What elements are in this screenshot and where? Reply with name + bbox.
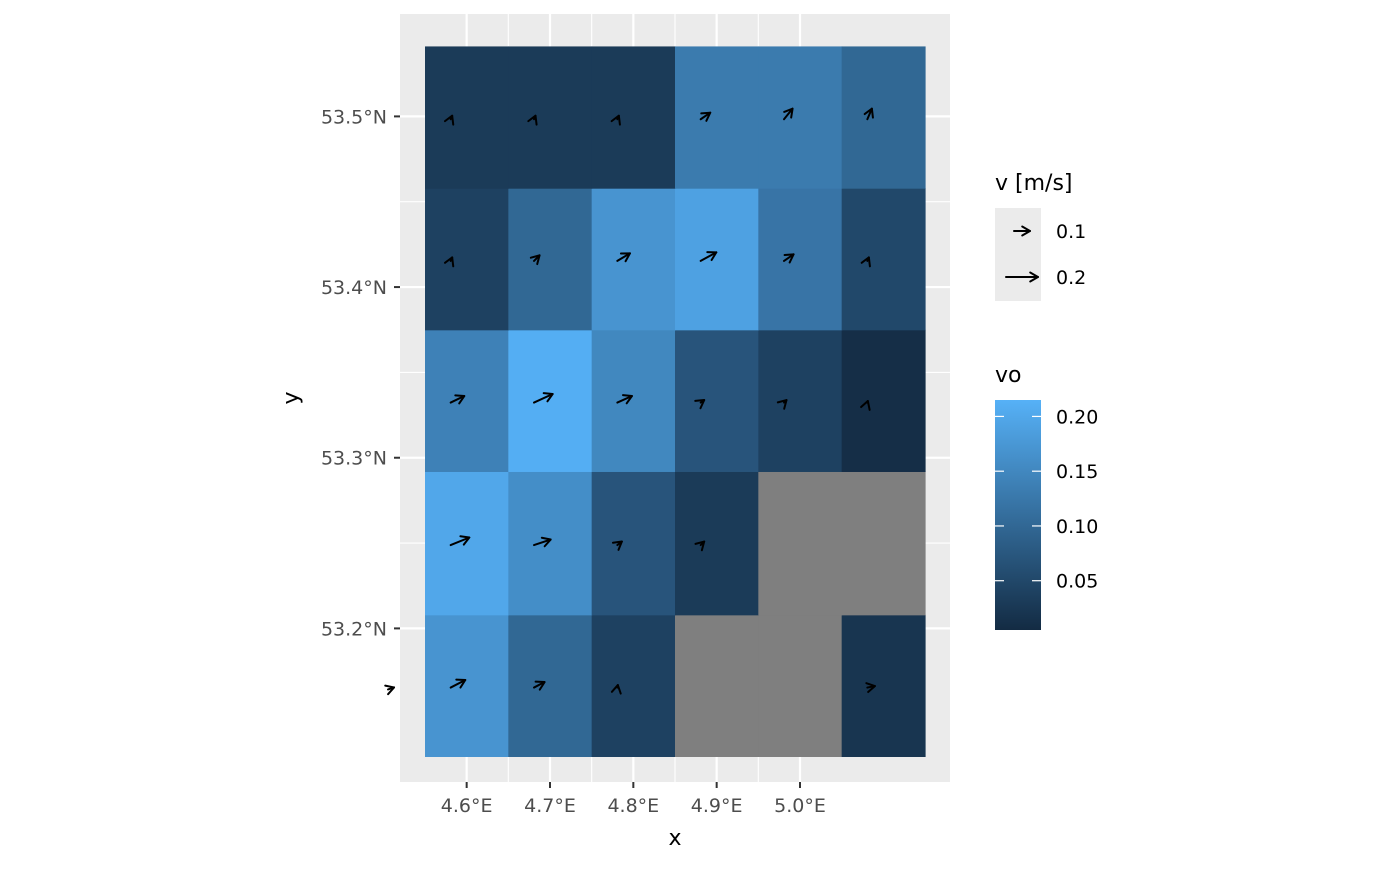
vector-arrows (384, 107, 876, 696)
raster-cell (425, 329, 509, 472)
arrow-legend-title: v [m/s] (995, 171, 1072, 196)
raster-cell-na (675, 614, 759, 757)
vector-arrow (865, 682, 876, 694)
arrow-legend-key (1005, 271, 1039, 283)
vector-arrow (783, 107, 794, 121)
vector-arrow (533, 536, 552, 548)
fill-colorbar (995, 400, 1041, 630)
y-tick-label: 53.3°N (321, 448, 387, 470)
raster-cell-na (758, 471, 843, 616)
raster-cell (591, 614, 676, 757)
raster-cell (758, 46, 843, 189)
vector-arrow (443, 256, 455, 268)
raster-cell (508, 471, 593, 616)
raster-cell (675, 46, 759, 189)
raster-cell (508, 188, 593, 331)
arrow-legend-keys-background (995, 208, 1041, 301)
y-tick-label: 53.2°N (321, 618, 387, 640)
colorbar-tick-label: 0.15 (1056, 461, 1098, 483)
arrow-legend-label: 0.1 (1056, 221, 1086, 243)
vector-arrow (449, 394, 466, 405)
raster-cell-na (758, 614, 843, 757)
vector-arrow (533, 392, 554, 404)
raster-cell (425, 614, 509, 757)
vector-arrow (860, 400, 871, 411)
vector-arrow (616, 394, 633, 405)
raster-cell (591, 46, 676, 189)
y-tick-label: 53.4°N (321, 277, 387, 299)
x-tick-label: 4.7°E (524, 795, 576, 817)
vector-arrow (776, 399, 788, 410)
fill-legend: vo 0.05 0.10 0.15 0.20 (995, 363, 1098, 630)
x-tick-label: 4.8°E (607, 795, 659, 817)
raster-cell (508, 329, 593, 472)
raster-cell (841, 329, 926, 472)
y-tick-label: 53.5°N (321, 106, 387, 128)
raster-cell (841, 46, 926, 189)
raster-cell (425, 188, 509, 331)
raster-cell (508, 614, 593, 757)
colorbar-tick-label: 0.10 (1056, 516, 1098, 538)
vector-arrow (783, 253, 795, 264)
vector-arrow (384, 684, 396, 696)
vector-arrow (863, 107, 874, 121)
raster-cell (425, 471, 509, 616)
x-axis-label: x (668, 826, 681, 851)
raster-cell (758, 188, 843, 331)
vector-arrow (443, 114, 455, 126)
colorbar-tick-label: 0.05 (1056, 571, 1098, 593)
x-tick-label: 5.0°E (774, 795, 826, 817)
raster-cell (508, 46, 593, 189)
raster-cell (758, 329, 843, 472)
x-tick-label: 4.6°E (441, 795, 493, 817)
colorbar-tick-label: 0.20 (1056, 406, 1098, 428)
raster-cells (425, 46, 926, 757)
raster-cell (675, 188, 759, 331)
raster-cell (591, 188, 676, 331)
vector-arrow (610, 684, 622, 695)
raster-cell (425, 46, 509, 189)
vector-arrow (611, 540, 623, 551)
arrow-legend-label: 0.2 (1056, 267, 1086, 289)
vector-arrow (616, 252, 631, 263)
arrow-legend: v [m/s] 0.1 0.2 (995, 171, 1086, 301)
vector-arrow (449, 678, 467, 689)
raster-cell (675, 329, 759, 472)
raster-cell (841, 614, 926, 757)
axes: 4.6°E 4.7°E 4.8°E 4.9°E 5.0°E 53.2°N 53.3°N 53.… (321, 106, 826, 817)
x-tick-label: 4.9°E (691, 795, 743, 817)
vector-arrow (533, 680, 546, 691)
raster-cell (675, 471, 759, 616)
vector-arrow (449, 535, 471, 547)
arrow-legend-key (1013, 225, 1031, 237)
y-axis-label: y (279, 391, 304, 404)
raster-cell (591, 471, 676, 616)
vector-arrow (610, 114, 621, 126)
vector-arrow (694, 540, 706, 552)
vector-arrow (694, 399, 706, 410)
vector-arrow (699, 251, 718, 262)
raster-cell-na (841, 471, 926, 616)
raster-cell (841, 188, 926, 331)
vector-arrow (860, 256, 871, 268)
vector-arrow (527, 114, 538, 126)
fill-legend-title: vo (995, 363, 1021, 388)
raster-cell (591, 329, 676, 472)
vector-arrow (699, 111, 712, 122)
vector-arrow (529, 254, 541, 266)
